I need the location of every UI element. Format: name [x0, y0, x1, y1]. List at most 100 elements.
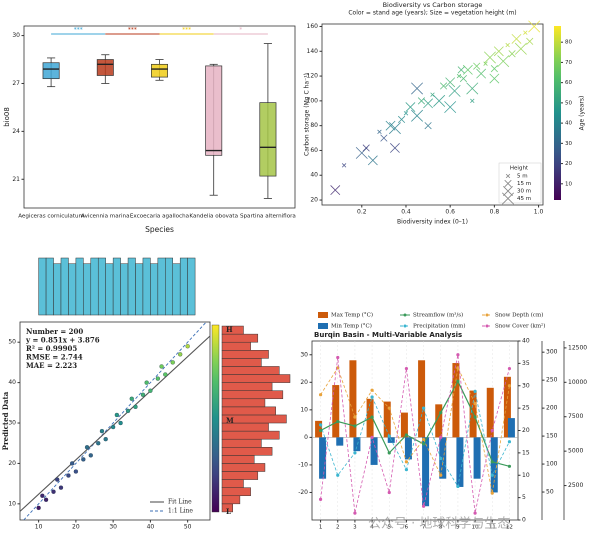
y-tick-label: 160: [307, 23, 319, 30]
watermark: 公众号 · 地球科学与生态: [368, 516, 510, 532]
point: [483, 61, 488, 66]
point: [155, 376, 160, 381]
line-marker: [439, 473, 443, 477]
fit-line: [20, 335, 210, 512]
line-marker: [490, 460, 494, 464]
stat-annotation: Number = 200: [26, 327, 83, 336]
x-tick-label: 12: [506, 525, 513, 531]
line-marker: [370, 388, 374, 392]
bar: [490, 437, 498, 493]
line-marker: [490, 428, 494, 433]
histogram-bar: [221, 398, 266, 408]
y-tick-label: 120: [307, 73, 319, 80]
histogram-bar: [112, 257, 121, 316]
line-marker: [456, 366, 460, 370]
point: [459, 74, 468, 83]
stat-annotation: R² = 0.99905: [26, 344, 77, 353]
point: [55, 477, 60, 482]
point: [40, 493, 45, 498]
point: [110, 424, 116, 430]
histogram-bar: [172, 263, 181, 316]
point: [144, 380, 149, 385]
point: [405, 102, 416, 112]
legend-label: Min Temp (°C): [331, 323, 372, 330]
line-marker: [370, 395, 374, 399]
stat-annotation: y = 0.851x + 3.876: [25, 336, 100, 345]
y-axis-label: Predicted Data: [1, 391, 10, 450]
plot-frame: [321, 23, 544, 206]
histogram-bar: [97, 257, 106, 316]
legend-label: 1:1 Line: [168, 508, 193, 515]
box: [259, 102, 277, 177]
significance-label: ***: [128, 27, 137, 34]
point: [51, 489, 56, 494]
y-tick-label: 15: [522, 449, 530, 456]
y-tick-label: 50: [546, 489, 554, 496]
x-tick-label: 6: [405, 525, 409, 531]
box: [151, 63, 168, 78]
line-marker: [318, 423, 323, 427]
y-tick-label: 21: [12, 176, 20, 183]
chart-title: Biodiversity vs Carbon storage: [383, 1, 483, 9]
significance-label: *: [239, 27, 242, 34]
bar: [435, 404, 443, 438]
x-tick-label: 7: [422, 525, 426, 531]
colorbar-tick-label: 80: [565, 40, 572, 46]
point: [81, 457, 86, 462]
point: [70, 461, 75, 466]
point: [73, 469, 79, 474]
histogram-bar: [221, 374, 291, 383]
point: [341, 163, 347, 168]
histogram-bar: [221, 350, 269, 359]
y-tick-label: 20: [300, 379, 308, 386]
significance-label: ***: [74, 27, 83, 34]
x-tick-label: 0.4: [401, 209, 411, 216]
legend-marker: [502, 192, 514, 205]
point: [377, 129, 382, 135]
y-tick-label: 10: [8, 500, 16, 507]
y-tick-label: -20: [298, 489, 308, 496]
bar: [332, 385, 340, 438]
histogram-bar: [105, 263, 114, 316]
x-tick-label: 10: [472, 525, 479, 531]
point: [497, 55, 510, 68]
y-tick-label: 30: [300, 351, 308, 358]
x-tick-label: 1: [319, 525, 323, 531]
point: [118, 420, 123, 426]
point: [133, 404, 138, 410]
point: [178, 352, 183, 357]
bar: [486, 387, 494, 438]
x-tick-label: 20: [72, 524, 80, 531]
y-tick-label: 20: [310, 197, 318, 204]
y-tick-label: 30: [12, 32, 20, 39]
line-marker: [353, 451, 357, 455]
point: [403, 111, 409, 116]
category-label: Spartina alterniflora: [240, 214, 296, 220]
histogram-bar: [75, 257, 84, 316]
point: [514, 42, 527, 55]
colorbar-tick-label: 50: [565, 100, 572, 106]
line-marker: [404, 460, 409, 464]
y-tick-label: 140: [307, 48, 319, 55]
bar: [383, 401, 391, 438]
plot-layer: [20, 322, 210, 520]
histogram-bar: [221, 447, 273, 456]
y-tick-label: 200: [546, 405, 558, 412]
point: [163, 372, 168, 377]
line-marker: [456, 353, 460, 357]
x-tick-label: 4: [370, 525, 374, 531]
y-tick-label: 60: [310, 147, 318, 154]
category-label: Kandelia obovata: [189, 214, 238, 220]
point: [330, 185, 341, 196]
bar: [422, 437, 430, 507]
point: [473, 62, 481, 70]
y-axis-label: Carbon storage (Mg C ha⁻¹): [304, 73, 311, 156]
y-tick-label: 25: [522, 405, 530, 412]
x-tick-label: 9: [456, 525, 460, 531]
bar: [353, 437, 361, 452]
line-marker: [387, 451, 391, 455]
x-tick-label: 30: [109, 524, 117, 531]
histogram-bar: [221, 333, 259, 343]
y-tick-label: 10: [522, 472, 530, 479]
